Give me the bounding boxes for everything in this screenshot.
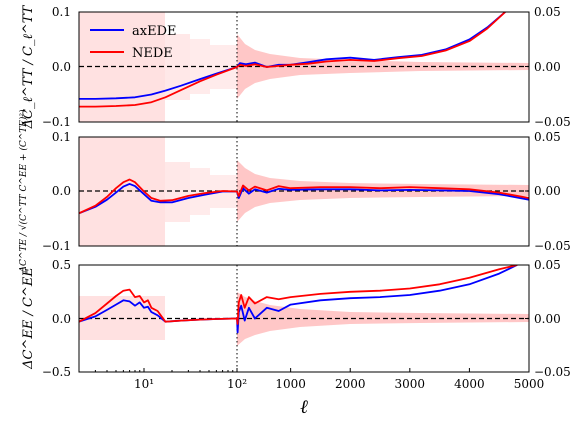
xtick-label-2000: 2000	[335, 377, 366, 391]
yticks-left-te: 0.1 0.0 −0.1	[42, 130, 83, 253]
xtick-label-3000: 3000	[395, 377, 426, 391]
yticks-right-tt: 0.05 0.00 −0.05	[525, 5, 571, 129]
legend-label-nede: NEDE	[132, 46, 173, 61]
panel-ee: 0.5 0.0 −0.5 0.05 0.00 −0.05 ΔC^EE / C^E…	[21, 258, 571, 391]
ytick-label-ee-top: 0.5	[52, 258, 71, 272]
ytick-label-ee-bot: −0.5	[42, 365, 71, 379]
ytick-label-tt-bot: −0.1	[42, 115, 71, 129]
ytick-label-te-top: 0.1	[52, 130, 71, 144]
right-ytick-label-te-bot: −0.05	[534, 239, 571, 253]
x-axis-label: ℓ	[300, 396, 308, 418]
right-ytick-label-te-top: 0.05	[534, 130, 561, 144]
series-line-nede-tt	[79, 12, 506, 108]
ytick-label-te-bot: −0.1	[42, 239, 71, 253]
xtick-label-1000: 1000	[275, 377, 306, 391]
yticks-left-ee: 0.5 0.0 −0.5	[42, 258, 83, 379]
legend-label-axede: axEDE	[132, 24, 176, 39]
yticks-left-tt: 0.1 0.0 −0.1	[42, 5, 83, 129]
yticks-right-te: 0.05 0.00 −0.05	[525, 130, 571, 253]
series-line-nede-te	[79, 178, 529, 215]
ytick-label-tt-mid: 0.0	[52, 60, 71, 74]
panel-te: 0.1 0.0 −0.1 0.05 0.00 −0.05 ΔC^TE / √(C…	[18, 109, 571, 273]
ytick-label-ee-mid: 0.0	[52, 312, 71, 326]
right-ytick-label-tt-mid: 0.00	[534, 60, 561, 74]
series-line-nede-ee	[79, 265, 518, 325]
right-ytick-label-ee-bot: −0.05	[534, 365, 571, 379]
right-ytick-label-ee-mid: 0.00	[534, 312, 561, 326]
ytick-label-te-mid: 0.0	[52, 184, 71, 198]
ylabel-tt: ΔC_ℓ^TT / C_ℓ^TT	[21, 4, 36, 129]
right-ytick-label-tt-bot: −0.05	[534, 115, 571, 129]
yticks-right-ee: 0.05 0.00 −0.05	[525, 258, 571, 379]
right-ytick-label-tt-top: 0.05	[534, 5, 561, 19]
series-line-axede-ee	[79, 265, 518, 334]
xtick-label-10: 10¹	[134, 377, 154, 391]
x-axis-ticks: 10¹ 10² 1000 2000 3000 4000 5000	[94, 368, 545, 391]
xtick-label-5000: 5000	[514, 377, 545, 391]
panel-tt: 0.1 0.0 −0.1 0.05 0.00 −0.05 ΔC_ℓ^TT / C…	[21, 4, 571, 129]
right-ytick-label-te-mid: 0.00	[534, 184, 561, 198]
right-ytick-label-ee-top: 0.05	[534, 258, 561, 272]
xtick-label-100: 10²	[227, 377, 247, 391]
ylabel-ee: ΔC^EE / C^EE	[21, 267, 36, 370]
ytick-label-tt-top: 0.1	[52, 5, 71, 19]
legend: axEDE NEDE	[90, 24, 176, 61]
ylabel-te: ΔC^TE / √(C^TT C^EE + (C^TE)²)	[18, 109, 29, 273]
xtick-label-4000: 4000	[454, 377, 485, 391]
